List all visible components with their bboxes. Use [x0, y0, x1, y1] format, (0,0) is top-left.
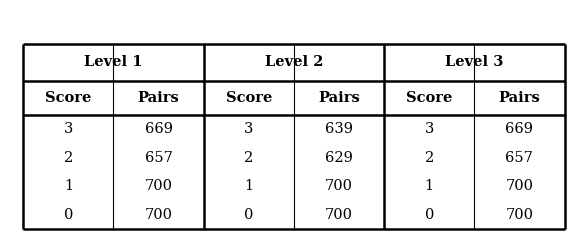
Text: 2: 2: [244, 151, 253, 164]
Text: 700: 700: [325, 208, 353, 222]
Text: 669: 669: [144, 122, 173, 136]
Text: Score: Score: [406, 91, 452, 105]
Text: Score: Score: [45, 91, 91, 105]
Text: 1: 1: [244, 179, 253, 193]
Text: Pairs: Pairs: [318, 91, 360, 105]
Text: 3: 3: [424, 122, 434, 136]
Text: 657: 657: [506, 151, 533, 164]
Text: 0: 0: [63, 208, 73, 222]
Text: 0: 0: [424, 208, 434, 222]
Text: 657: 657: [145, 151, 172, 164]
Text: 700: 700: [505, 208, 534, 222]
Text: 3: 3: [63, 122, 73, 136]
Text: 1: 1: [64, 179, 73, 193]
Text: 639: 639: [325, 122, 353, 136]
Text: 2: 2: [425, 151, 434, 164]
Text: Pairs: Pairs: [138, 91, 179, 105]
Text: 700: 700: [505, 179, 534, 193]
Text: 3: 3: [244, 122, 254, 136]
Text: 1: 1: [425, 179, 434, 193]
Text: Pairs: Pairs: [499, 91, 540, 105]
Text: Level 1: Level 1: [84, 55, 143, 70]
Text: 669: 669: [505, 122, 534, 136]
Text: 2: 2: [64, 151, 73, 164]
Text: 700: 700: [144, 179, 173, 193]
Text: 0: 0: [244, 208, 254, 222]
Text: 629: 629: [325, 151, 353, 164]
Text: 700: 700: [325, 179, 353, 193]
Text: 700: 700: [144, 208, 173, 222]
Text: Level 3: Level 3: [445, 55, 503, 70]
Text: Score: Score: [226, 91, 272, 105]
Text: Level 2: Level 2: [265, 55, 323, 70]
